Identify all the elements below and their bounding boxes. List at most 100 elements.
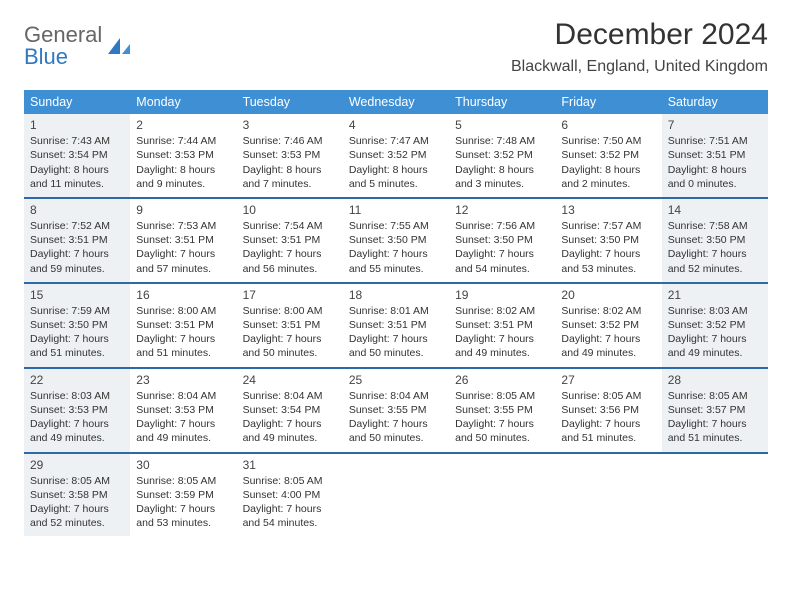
daylight-text: Daylight: 7 hours and 50 minutes. [455, 417, 549, 445]
calendar-cell: 22Sunrise: 8:03 AMSunset: 3:53 PMDayligh… [24, 369, 130, 452]
calendar-cell: 18Sunrise: 8:01 AMSunset: 3:51 PMDayligh… [343, 284, 449, 367]
daylight-text: Daylight: 7 hours and 49 minutes. [243, 417, 337, 445]
day-number: 14 [668, 202, 762, 218]
calendar-cell: 30Sunrise: 8:05 AMSunset: 3:59 PMDayligh… [130, 454, 236, 537]
day-number: 15 [30, 287, 124, 303]
sunset-text: Sunset: 3:53 PM [136, 148, 230, 162]
sunrise-text: Sunrise: 7:57 AM [561, 219, 655, 233]
daylight-text: Daylight: 7 hours and 53 minutes. [561, 247, 655, 275]
sunrise-text: Sunrise: 7:50 AM [561, 134, 655, 148]
calendar-cell: 2Sunrise: 7:44 AMSunset: 3:53 PMDaylight… [130, 114, 236, 197]
day-number: 16 [136, 287, 230, 303]
sunset-text: Sunset: 3:53 PM [136, 403, 230, 417]
sunrise-text: Sunrise: 7:55 AM [349, 219, 443, 233]
logo-sail-icon [106, 36, 132, 56]
logo-word-2: Blue [24, 44, 68, 69]
week-row: 1Sunrise: 7:43 AMSunset: 3:54 PMDaylight… [24, 114, 768, 197]
day-number: 22 [30, 372, 124, 388]
calendar-cell: 31Sunrise: 8:05 AMSunset: 4:00 PMDayligh… [237, 454, 343, 537]
week-row: 29Sunrise: 8:05 AMSunset: 3:58 PMDayligh… [24, 452, 768, 537]
sunrise-text: Sunrise: 8:05 AM [561, 389, 655, 403]
day-number: 26 [455, 372, 549, 388]
day-number: 1 [30, 117, 124, 133]
calendar-cell: 15Sunrise: 7:59 AMSunset: 3:50 PMDayligh… [24, 284, 130, 367]
calendar-cell: 12Sunrise: 7:56 AMSunset: 3:50 PMDayligh… [449, 199, 555, 282]
sunrise-text: Sunrise: 8:05 AM [455, 389, 549, 403]
day-number: 19 [455, 287, 549, 303]
day-number: 3 [243, 117, 337, 133]
day-number: 29 [30, 457, 124, 473]
calendar-cell: 26Sunrise: 8:05 AMSunset: 3:55 PMDayligh… [449, 369, 555, 452]
daylight-text: Daylight: 7 hours and 49 minutes. [136, 417, 230, 445]
week-row: 15Sunrise: 7:59 AMSunset: 3:50 PMDayligh… [24, 282, 768, 367]
calendar-cell: 10Sunrise: 7:54 AMSunset: 3:51 PMDayligh… [237, 199, 343, 282]
sunrise-text: Sunrise: 7:59 AM [30, 304, 124, 318]
sunrise-text: Sunrise: 8:05 AM [136, 474, 230, 488]
sunset-text: Sunset: 3:57 PM [668, 403, 762, 417]
day-number: 8 [30, 202, 124, 218]
sunrise-text: Sunrise: 8:05 AM [30, 474, 124, 488]
day-number: 10 [243, 202, 337, 218]
sunset-text: Sunset: 3:52 PM [561, 318, 655, 332]
calendar-cell [343, 454, 449, 537]
day-number: 18 [349, 287, 443, 303]
daylight-text: Daylight: 8 hours and 0 minutes. [668, 163, 762, 191]
weeks-container: 1Sunrise: 7:43 AMSunset: 3:54 PMDaylight… [24, 114, 768, 536]
calendar-cell: 21Sunrise: 8:03 AMSunset: 3:52 PMDayligh… [662, 284, 768, 367]
sunset-text: Sunset: 3:52 PM [455, 148, 549, 162]
sunset-text: Sunset: 3:55 PM [349, 403, 443, 417]
sunrise-text: Sunrise: 8:04 AM [243, 389, 337, 403]
day-header-row: Sunday Monday Tuesday Wednesday Thursday… [24, 90, 768, 114]
day-header: Saturday [662, 90, 768, 114]
day-number: 23 [136, 372, 230, 388]
sunrise-text: Sunrise: 7:47 AM [349, 134, 443, 148]
daylight-text: Daylight: 8 hours and 7 minutes. [243, 163, 337, 191]
daylight-text: Daylight: 7 hours and 50 minutes. [349, 417, 443, 445]
day-number: 11 [349, 202, 443, 218]
sunset-text: Sunset: 3:51 PM [136, 233, 230, 247]
calendar-cell: 27Sunrise: 8:05 AMSunset: 3:56 PMDayligh… [555, 369, 661, 452]
sunrise-text: Sunrise: 8:05 AM [668, 389, 762, 403]
calendar-cell: 17Sunrise: 8:00 AMSunset: 3:51 PMDayligh… [237, 284, 343, 367]
sunrise-text: Sunrise: 7:46 AM [243, 134, 337, 148]
sunrise-text: Sunrise: 7:53 AM [136, 219, 230, 233]
sunset-text: Sunset: 3:51 PM [668, 148, 762, 162]
sunset-text: Sunset: 4:00 PM [243, 488, 337, 502]
daylight-text: Daylight: 7 hours and 53 minutes. [136, 502, 230, 530]
day-number: 21 [668, 287, 762, 303]
calendar-cell: 29Sunrise: 8:05 AMSunset: 3:58 PMDayligh… [24, 454, 130, 537]
title-block: December 2024 Blackwall, England, United… [511, 18, 768, 76]
day-number: 27 [561, 372, 655, 388]
sunset-text: Sunset: 3:51 PM [455, 318, 549, 332]
calendar-cell: 14Sunrise: 7:58 AMSunset: 3:50 PMDayligh… [662, 199, 768, 282]
calendar-cell: 9Sunrise: 7:53 AMSunset: 3:51 PMDaylight… [130, 199, 236, 282]
calendar-cell: 24Sunrise: 8:04 AMSunset: 3:54 PMDayligh… [237, 369, 343, 452]
sunrise-text: Sunrise: 7:52 AM [30, 219, 124, 233]
day-number: 9 [136, 202, 230, 218]
day-number: 20 [561, 287, 655, 303]
sunrise-text: Sunrise: 8:01 AM [349, 304, 443, 318]
sunrise-text: Sunrise: 8:00 AM [136, 304, 230, 318]
daylight-text: Daylight: 7 hours and 51 minutes. [30, 332, 124, 360]
calendar-cell [662, 454, 768, 537]
day-number: 12 [455, 202, 549, 218]
daylight-text: Daylight: 7 hours and 51 minutes. [668, 417, 762, 445]
sunset-text: Sunset: 3:51 PM [349, 318, 443, 332]
sunrise-text: Sunrise: 7:48 AM [455, 134, 549, 148]
daylight-text: Daylight: 7 hours and 49 minutes. [30, 417, 124, 445]
calendar-cell [555, 454, 661, 537]
day-header: Tuesday [237, 90, 343, 114]
daylight-text: Daylight: 7 hours and 54 minutes. [243, 502, 337, 530]
daylight-text: Daylight: 7 hours and 55 minutes. [349, 247, 443, 275]
day-number: 6 [561, 117, 655, 133]
day-number: 5 [455, 117, 549, 133]
day-header: Friday [555, 90, 661, 114]
day-number: 31 [243, 457, 337, 473]
logo-text: General Blue [24, 24, 102, 68]
day-number: 2 [136, 117, 230, 133]
day-number: 25 [349, 372, 443, 388]
daylight-text: Daylight: 7 hours and 50 minutes. [349, 332, 443, 360]
calendar-page: General Blue December 2024 Blackwall, En… [0, 0, 792, 546]
calendar-cell: 28Sunrise: 8:05 AMSunset: 3:57 PMDayligh… [662, 369, 768, 452]
daylight-text: Daylight: 7 hours and 56 minutes. [243, 247, 337, 275]
